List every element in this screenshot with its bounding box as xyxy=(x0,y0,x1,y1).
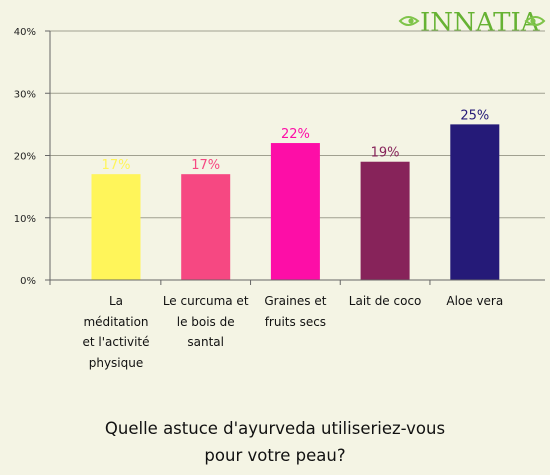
data-label: 17% xyxy=(191,158,220,173)
leaf-icon xyxy=(524,16,546,26)
y-tick-label: 40% xyxy=(14,27,36,38)
y-tick-label: 0% xyxy=(20,276,36,287)
x-tick-label: Aloe vera xyxy=(446,294,504,308)
x-tick-label: Lait de coco xyxy=(348,294,422,308)
x-tick-label: Graines et fruits secs xyxy=(264,294,327,329)
data-label: 25% xyxy=(460,108,489,123)
y-tick-label: 20% xyxy=(14,152,36,163)
bar-chart: 0% 10% 20% 30% 40% 17% 17% 22% 19% 25% xyxy=(14,27,545,287)
innatia-logo: INNATIA xyxy=(398,8,546,38)
bar xyxy=(360,161,410,280)
bar xyxy=(181,174,231,280)
leaf-icon xyxy=(398,16,420,26)
chart-title: Quelle astuce d'ayurveda utiliseriez-vou… xyxy=(104,419,446,465)
bar xyxy=(270,143,320,280)
data-label: 17% xyxy=(102,158,131,173)
data-label: 22% xyxy=(281,127,310,142)
bar xyxy=(91,174,141,280)
bar xyxy=(450,124,500,280)
x-tick-label: La méditation et l'activité physique xyxy=(82,294,150,370)
data-label: 19% xyxy=(371,146,400,161)
y-tick-label: 10% xyxy=(14,214,36,225)
x-tick-label: Le curcuma et le bois de santal xyxy=(162,294,249,349)
brand-name: INNATIA xyxy=(420,8,541,38)
y-tick-label: 30% xyxy=(14,89,36,100)
